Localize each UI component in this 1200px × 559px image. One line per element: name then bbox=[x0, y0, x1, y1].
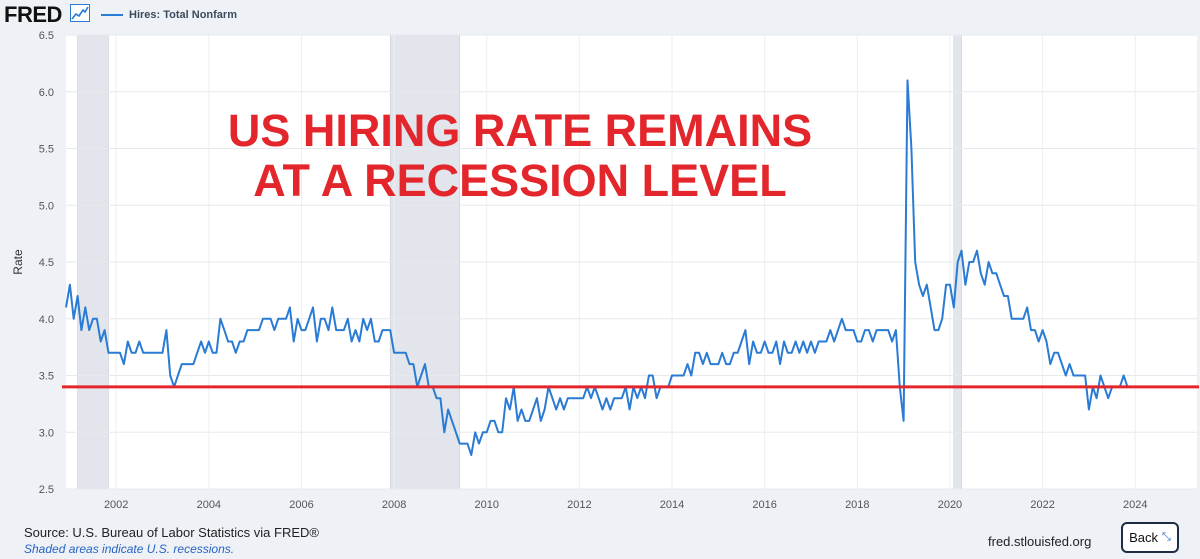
fred-logo[interactable]: FRED bbox=[4, 2, 62, 27]
x-tick-label: 2022 bbox=[1030, 499, 1054, 511]
x-axis-ticks: 2002 2004 2006 2008 2010 2012 2014 2016 2018 2020… bbox=[104, 499, 1148, 511]
chart-legend: Hires: Total Nonfarm bbox=[101, 6, 237, 24]
y-tick-label: 3.5 bbox=[39, 371, 54, 383]
source-prefix: Source: bbox=[24, 525, 73, 540]
x-tick-label: 2016 bbox=[752, 499, 776, 511]
x-tick-label: 2004 bbox=[197, 499, 221, 511]
y-axis-ticks: 2.5 3.0 3.5 4.0 4.5 5.0 5.5 6.0 6.5 bbox=[39, 30, 54, 496]
y-tick-label: 2.5 bbox=[39, 484, 54, 496]
annotation-line-1: US HIRING RATE REMAINS bbox=[228, 105, 812, 156]
chart-header: FRED Hires: Total Nonfarm bbox=[0, 0, 1200, 30]
back-button[interactable]: Back ⤡ bbox=[1121, 522, 1179, 553]
x-tick-label: 2002 bbox=[104, 499, 128, 511]
x-tick-label: 2008 bbox=[382, 499, 406, 511]
source-text: U.S. Bureau of Labor Statistics via FRED… bbox=[72, 525, 319, 540]
y-axis-label: Rate bbox=[11, 249, 25, 275]
y-tick-label: 5.5 bbox=[39, 144, 54, 156]
y-tick-label: 6.0 bbox=[39, 87, 54, 99]
x-tick-label: 2024 bbox=[1123, 499, 1147, 511]
trend-line-icon bbox=[70, 4, 90, 22]
collapse-icon: ⤡ bbox=[1162, 531, 1171, 543]
site-url[interactable]: fred.stlouisfed.org bbox=[988, 534, 1092, 549]
y-tick-label: 3.0 bbox=[39, 427, 54, 439]
x-tick-label: 2006 bbox=[289, 499, 313, 511]
annotation-line-2: AT A RECESSION LEVEL bbox=[253, 155, 786, 206]
y-tick-label: 5.0 bbox=[39, 200, 54, 212]
gridlines bbox=[66, 34, 1197, 490]
line-chart: 2.5 3.0 3.5 4.0 4.5 5.0 5.5 6.0 6.5 2002 2004 2006… bbox=[11, 30, 1199, 511]
hires-series-line bbox=[65, 79, 1129, 456]
source-note: Source: U.S. Bureau of Labor Statistics … bbox=[24, 525, 319, 540]
y-tick-label: 4.0 bbox=[39, 314, 54, 326]
recession-note: Shaded areas indicate U.S. recessions. bbox=[24, 542, 235, 556]
x-tick-label: 2012 bbox=[567, 499, 591, 511]
x-tick-label: 2020 bbox=[938, 499, 962, 511]
x-tick-label: 2014 bbox=[660, 499, 684, 511]
legend-label: Hires: Total Nonfarm bbox=[129, 9, 237, 21]
y-tick-label: 6.5 bbox=[39, 30, 54, 42]
x-tick-label: 2018 bbox=[845, 499, 869, 511]
back-label: Back bbox=[1129, 530, 1159, 545]
x-tick-label: 2010 bbox=[475, 499, 499, 511]
y-tick-label: 4.5 bbox=[39, 257, 54, 269]
legend-swatch bbox=[101, 14, 123, 16]
